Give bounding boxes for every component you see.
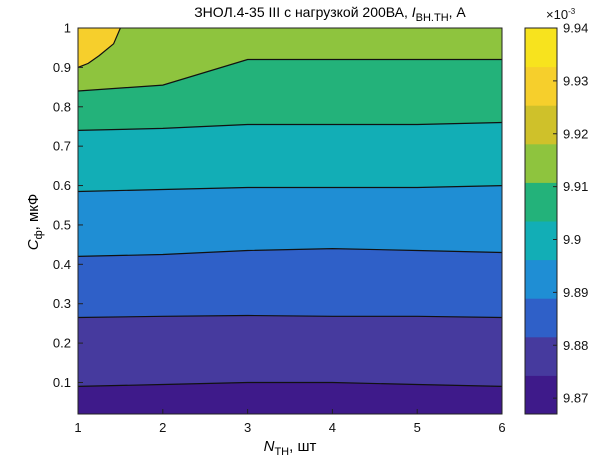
colorbar-tick-label: 9.9: [563, 232, 581, 247]
colorbar-tick-label: 9.93: [563, 73, 588, 88]
colorbar-segment: [525, 221, 557, 261]
y-tick-label: 0.9: [53, 60, 71, 75]
colorbar-segment: [525, 182, 557, 222]
colorbar-tick-label: 9.91: [563, 179, 588, 194]
y-tick-label: 0.1: [53, 375, 71, 390]
colorbar-segment: [525, 375, 557, 415]
contour-line-9.91: [78, 121, 502, 131]
x-tick-label: 5: [414, 420, 421, 435]
contour-line-9.92: [78, 58, 502, 92]
x-tick-label: 3: [244, 420, 251, 435]
x-tick-label: 6: [498, 420, 505, 435]
colorbar-segment: [525, 143, 557, 183]
x-tick-label: 2: [159, 420, 166, 435]
contour-fill-layer: [78, 28, 502, 414]
y-tick-label: 0.7: [53, 139, 71, 154]
x-tick-label: 1: [74, 420, 81, 435]
y-tick-label: 0.6: [53, 178, 71, 193]
y-tick-label: 0.5: [53, 217, 71, 232]
chart-title: ЗНОЛ.4-35 III с нагрузкой 200ВА, IВН.ТН,…: [194, 4, 466, 24]
contour-line-9.88: [78, 314, 502, 319]
contour-line-9.89: [78, 247, 502, 257]
y-axis: 0.1 0.2 0.3 0.4 0.5 0.6 0.7 0.8 0.9 1: [53, 21, 83, 390]
colorbar-segment: [525, 298, 557, 338]
y-axis-label: Cф, мкФ: [25, 194, 45, 251]
colorbar-tick-label: 9.94: [563, 21, 588, 36]
x-tick-label: 4: [329, 420, 336, 435]
colorbar-frame: [524, 27, 558, 415]
colorbar-segment: [525, 66, 557, 106]
colorbar-tick-label: 9.88: [563, 338, 588, 353]
y-tick-label: 1: [64, 21, 71, 36]
contour-line-9.93: [78, 28, 121, 68]
y-tick-label: 0.2: [53, 336, 71, 351]
colorbar-segment: [525, 105, 557, 145]
y-tick-label: 0.4: [53, 257, 71, 272]
contour-line-9.87: [78, 381, 502, 387]
colorbar-tick-label: 9.92: [563, 126, 588, 141]
colorbar-segment: [525, 336, 557, 376]
x-axis: 1 2 3 4 5 6: [74, 409, 506, 435]
contour-line-layer: [78, 28, 502, 387]
colorbar-exponent: ×10-3: [546, 7, 576, 22]
colorbar-segment: [525, 259, 557, 299]
colorbar: 9.87 9.88 9.89 9.9 9.91 9.92 9.93 9.94: [524, 21, 588, 415]
colorbar-segment: [525, 28, 557, 68]
contour-line-9.9: [78, 185, 502, 193]
plot-frame: [77, 27, 503, 415]
contour-band-7: [78, 28, 121, 68]
colorbar-tick-label: 9.87: [563, 391, 588, 406]
x-axis-label: NТН, шт: [264, 438, 317, 458]
colorbar-tick-label: 9.89: [563, 285, 588, 300]
y-tick-label: 0.8: [53, 99, 71, 114]
y-tick-label: 0.3: [53, 296, 71, 311]
